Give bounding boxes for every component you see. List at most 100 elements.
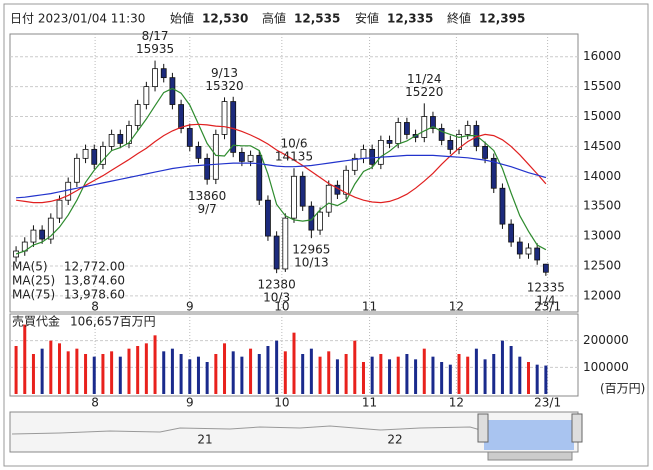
volume-bar: [500, 340, 504, 394]
candle-body: [499, 187, 506, 225]
volume-bar: [292, 332, 296, 394]
annotation-value: 12380: [258, 278, 296, 292]
navigator-line: [11, 425, 485, 435]
candle-body: [265, 199, 271, 237]
x-tick-label: 11: [362, 396, 377, 410]
volume-bar: [283, 351, 287, 394]
candle-body: [143, 86, 150, 105]
annotation-date: 1/4: [536, 293, 555, 307]
volume-bar: [335, 359, 339, 394]
volume-bar: [58, 343, 62, 394]
x-tick-label: 23/1: [534, 396, 561, 410]
volume-title: 売買代金: [12, 314, 60, 329]
volume-bar: [92, 356, 96, 394]
candle-body: [204, 157, 211, 180]
volume-bar: [196, 356, 200, 394]
volume-bar: [144, 343, 148, 394]
candle-body: [360, 148, 367, 159]
x-tick-label: 23/1: [534, 300, 561, 314]
volume-bar: [162, 351, 166, 394]
volume-bar: [518, 356, 522, 394]
y-tick-label: 200000: [583, 333, 629, 347]
annotation-date: 8/17: [142, 29, 169, 43]
candle-body: [230, 101, 237, 153]
candle-body: [56, 199, 63, 219]
volume-bar: [301, 354, 305, 394]
volume-bar: [396, 356, 400, 394]
volume-bar: [466, 356, 470, 394]
volume-bar: [544, 365, 548, 394]
volume-bar: [249, 348, 253, 394]
candle-body: [447, 140, 454, 150]
annotation-value: 12965: [292, 243, 330, 257]
header-label: 高値: [262, 11, 286, 26]
candle-body: [369, 148, 376, 165]
volume-bar: [275, 340, 279, 394]
volume-bar: [153, 335, 157, 394]
candle-body: [490, 157, 497, 189]
volume-bar: [75, 348, 79, 394]
annotation-date: 9/13: [211, 66, 238, 80]
volume-bar: [101, 354, 105, 394]
volume-bar: [535, 364, 539, 394]
annotation-value: 15320: [205, 79, 243, 93]
volume-bar: [370, 356, 374, 394]
volume-latest: 106,657百万円: [70, 315, 156, 329]
candle-body: [186, 128, 193, 147]
header-date: 日付 2023/01/04 11:30: [10, 12, 145, 26]
header-value: 12,395: [479, 12, 525, 26]
x-tick-label: 10: [274, 396, 289, 410]
y-tick-label: 12000: [583, 288, 621, 302]
annotation-value: 15220: [405, 85, 443, 99]
y-tick-label: 15500: [583, 79, 621, 93]
y-tick-label: 13500: [583, 199, 621, 213]
volume-bar: [127, 348, 131, 394]
volume-bar: [40, 348, 44, 394]
candle-body: [256, 154, 263, 201]
volume-bar: [257, 354, 261, 394]
navigator-handle[interactable]: [571, 413, 583, 443]
volume-bar: [231, 351, 235, 394]
price-panel: [9, 33, 579, 313]
volume-bar: [23, 324, 27, 394]
volume-bar: [318, 356, 322, 394]
navigator-label: 21: [197, 433, 212, 447]
volume-bar: [509, 346, 513, 394]
candle-body: [386, 140, 393, 144]
x-tick-label: 10: [274, 300, 289, 314]
volume-bar: [223, 343, 227, 394]
candle-body: [160, 68, 167, 79]
candle-body: [438, 128, 445, 141]
candle-body: [299, 175, 306, 207]
candle-body: [221, 101, 228, 135]
candle-body: [430, 116, 436, 129]
x-tick-label: 12: [449, 300, 464, 314]
volume-bar: [388, 359, 392, 394]
volume-bar: [31, 354, 35, 394]
candle-body: [482, 145, 488, 159]
volume-bar: [344, 354, 348, 394]
header-label: 終値: [447, 11, 471, 26]
legend-name: MA(75): [12, 288, 55, 302]
volume-bar: [188, 359, 192, 394]
candle-body: [343, 169, 350, 195]
candle-body: [100, 145, 106, 165]
candle-body: [525, 247, 532, 255]
volume-bar: [361, 362, 365, 394]
x-tick-label: 8: [91, 396, 99, 410]
candle-body: [152, 68, 158, 88]
header-value: 12,335: [387, 12, 433, 26]
header-value: 12,530: [202, 12, 248, 26]
scrollbar[interactable]: [487, 451, 573, 461]
candle-body: [456, 134, 462, 150]
candle-body: [65, 181, 72, 201]
annotation-date: 10/6: [281, 137, 308, 151]
candle-body: [73, 157, 80, 183]
volume-bar: [353, 340, 357, 394]
header-label: 安値: [355, 11, 379, 26]
navigator-handle[interactable]: [477, 413, 489, 443]
candle-body: [212, 134, 219, 180]
candle-body: [404, 122, 410, 135]
legend-name: MA(5): [12, 260, 48, 274]
navigator-window: [484, 420, 574, 450]
